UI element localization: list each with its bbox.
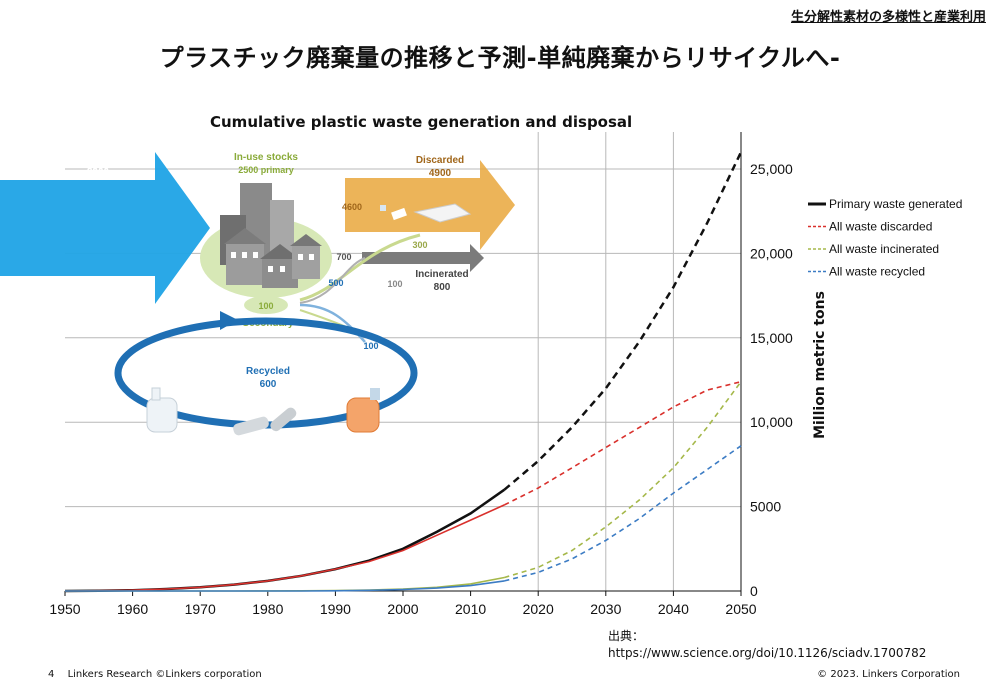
plastic-jug-icon bbox=[146, 387, 178, 433]
discarded-debris-icon bbox=[380, 203, 472, 223]
x-tick-label: 2020 bbox=[523, 601, 554, 617]
series-line-projection bbox=[504, 381, 742, 579]
x-tick-label: 2010 bbox=[455, 601, 486, 617]
x-tick-label: 1950 bbox=[49, 601, 80, 617]
page-number: 4 bbox=[48, 669, 55, 680]
legend-label: All waste discarded bbox=[829, 220, 932, 234]
y-tick-label: 20,000 bbox=[750, 245, 793, 261]
in-use-value: 2500 primary bbox=[238, 165, 294, 175]
header-tag: 生分解性素材の多様性と産業利用 bbox=[790, 10, 986, 25]
legend-label: All waste incinerated bbox=[829, 242, 939, 256]
x-tick-label: 1980 bbox=[252, 601, 283, 617]
discarded-side-value: 4600 bbox=[342, 202, 362, 212]
legend-label: Primary waste generated bbox=[829, 197, 962, 211]
primary-production-value: 8300 bbox=[87, 167, 110, 178]
discarded-arrow bbox=[345, 160, 515, 250]
y-tick-label: 25,000 bbox=[750, 161, 793, 177]
source-url[interactable]: https://www.science.org/doi/10.1126/scia… bbox=[608, 646, 927, 660]
series-line-historical bbox=[64, 504, 505, 592]
recycled-label: Recycled bbox=[246, 366, 290, 377]
y-tick-label: 5000 bbox=[750, 499, 781, 515]
plastic-bottles-icon bbox=[233, 407, 297, 436]
plastic-flow-diagram: Primary production 8300 Discarded 4900 4… bbox=[0, 152, 515, 436]
series-line-projection bbox=[503, 151, 743, 491]
flow-700-label: 700 bbox=[336, 252, 351, 262]
y-tick-label: 10,000 bbox=[750, 414, 793, 430]
flow-300-label: 300 bbox=[412, 240, 427, 250]
series-line-historical bbox=[64, 488, 506, 593]
y-axis-label: Million metric tons bbox=[812, 291, 828, 439]
chart-legend: Primary waste generated All waste discard… bbox=[808, 197, 962, 279]
incinerated-value: 800 bbox=[434, 282, 451, 293]
flow-500-label: 500 bbox=[328, 278, 343, 288]
discarded-label: Discarded bbox=[416, 155, 464, 166]
x-tick-label: 1990 bbox=[320, 601, 351, 617]
flow-100a-label: 100 bbox=[387, 279, 402, 289]
x-tick-label: 2050 bbox=[725, 601, 756, 617]
incinerated-arrow bbox=[362, 244, 484, 272]
flow-to-incinerated bbox=[299, 257, 366, 304]
x-tick-label: 2000 bbox=[387, 601, 418, 617]
source-citation: 出典： https://www.science.org/doi/10.1126/… bbox=[608, 628, 926, 662]
in-use-label: In-use stocks bbox=[234, 152, 298, 163]
page-title: プラスチック廃棄量の推移と予測-単純廃棄からリサイクルへ- bbox=[159, 44, 841, 72]
chart-title: Cumulative plastic waste generation and … bbox=[210, 113, 633, 131]
detergent-bottle-icon bbox=[346, 388, 380, 433]
discarded-value: 4900 bbox=[429, 168, 452, 179]
legend-label: All waste recycled bbox=[829, 265, 925, 279]
chart-series bbox=[64, 151, 743, 593]
x-tick-label: 1960 bbox=[117, 601, 148, 617]
y-tick-label: 15,000 bbox=[750, 330, 793, 346]
recycling-ring-arrowhead bbox=[220, 311, 238, 330]
x-tick-label: 1970 bbox=[185, 601, 216, 617]
x-tick-label: 2030 bbox=[590, 601, 621, 617]
axis-ticks: 0 5000 10,000 15,000 20,000 25,000 1950 1960 197… bbox=[49, 161, 793, 617]
series-line-historical bbox=[65, 580, 505, 592]
footer-copyright: © 2023. Linkers Corporation bbox=[817, 669, 960, 680]
primary-production-arrow bbox=[0, 152, 210, 304]
recycled-value: 600 bbox=[260, 379, 277, 390]
x-tick-label: 2040 bbox=[658, 601, 689, 617]
secondary-value: 100 bbox=[258, 301, 273, 311]
flow-to-discarded bbox=[299, 233, 421, 302]
footer-company: Linkers Research ©Linkers corporation bbox=[67, 669, 262, 680]
series-line-projection bbox=[504, 445, 742, 582]
incinerated-label: Incinerated bbox=[415, 269, 468, 280]
series-line-projection bbox=[504, 380, 742, 506]
footer-left: 4 Linkers Research ©Linkers corporation bbox=[48, 669, 262, 680]
primary-production-label: Primary production bbox=[52, 155, 144, 166]
secondary-blob bbox=[244, 296, 288, 314]
city-buildings-icon bbox=[220, 183, 322, 288]
source-label: 出典： bbox=[608, 629, 645, 643]
flow-100b-label: 100 bbox=[363, 341, 378, 351]
y-tick-label: 0 bbox=[750, 583, 758, 599]
